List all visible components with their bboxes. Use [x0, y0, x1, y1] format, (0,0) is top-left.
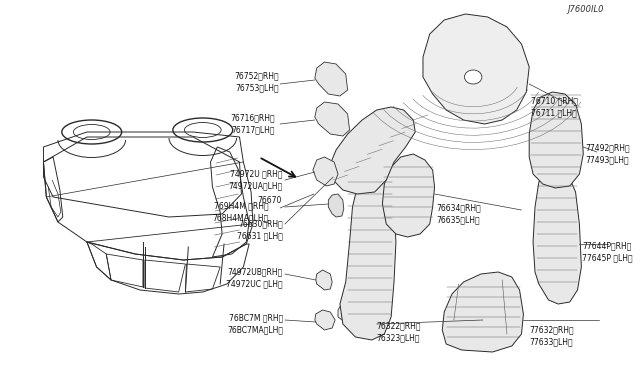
Text: 76634〈RH〉
76635〈LH〉: 76634〈RH〉 76635〈LH〉 — [436, 203, 481, 224]
Polygon shape — [328, 194, 344, 217]
Text: 77644P〈RH〉
77645P 〈LH〉: 77644P〈RH〉 77645P 〈LH〉 — [582, 241, 633, 262]
Ellipse shape — [465, 70, 482, 84]
Polygon shape — [315, 310, 335, 330]
Text: 74972UB〈RH〉
74972UC 〈LH〉: 74972UB〈RH〉 74972UC 〈LH〉 — [227, 267, 283, 288]
Text: J7600IL0: J7600IL0 — [567, 5, 604, 14]
Polygon shape — [340, 174, 396, 340]
Polygon shape — [330, 107, 415, 194]
Polygon shape — [442, 272, 524, 352]
Text: 76710 〈RH〉
76711 〈LH〉: 76710 〈RH〉 76711 〈LH〉 — [531, 97, 578, 118]
Text: 74972U 〈RH〉
74972UA〈LH〉: 74972U 〈RH〉 74972UA〈LH〉 — [228, 170, 283, 190]
Text: 769H4M 〈RH〉
768H4MA〈LH〉: 769H4M 〈RH〉 768H4MA〈LH〉 — [212, 202, 268, 222]
Polygon shape — [315, 102, 349, 136]
Polygon shape — [533, 167, 581, 304]
Text: 76BC7M 〈RH〉
76BC7MA〈LH〉: 76BC7M 〈RH〉 76BC7MA〈LH〉 — [227, 314, 283, 334]
Polygon shape — [529, 92, 583, 188]
Text: 77632〈RH〉
77633〈LH〉: 77632〈RH〉 77633〈LH〉 — [529, 326, 574, 346]
Text: 76670: 76670 — [258, 196, 282, 205]
Text: 76752〈RH〉
76753〈LH〉: 76752〈RH〉 76753〈LH〉 — [234, 71, 279, 92]
Polygon shape — [383, 154, 435, 237]
Polygon shape — [313, 157, 338, 186]
Polygon shape — [316, 270, 332, 290]
Polygon shape — [423, 14, 529, 124]
Text: 77492〈RH〉
77493〈LH〉: 77492〈RH〉 77493〈LH〉 — [585, 144, 630, 164]
Polygon shape — [338, 300, 376, 327]
Text: 76322〈RH〉
76323〈LH〉: 76322〈RH〉 76323〈LH〉 — [376, 322, 421, 342]
Text: 76630〈RH〉
76631 〈LH〉: 76630〈RH〉 76631 〈LH〉 — [237, 219, 283, 240]
Text: 76716〈RH〉
76717〈LH〉: 76716〈RH〉 76717〈LH〉 — [230, 113, 275, 134]
Polygon shape — [315, 62, 348, 96]
